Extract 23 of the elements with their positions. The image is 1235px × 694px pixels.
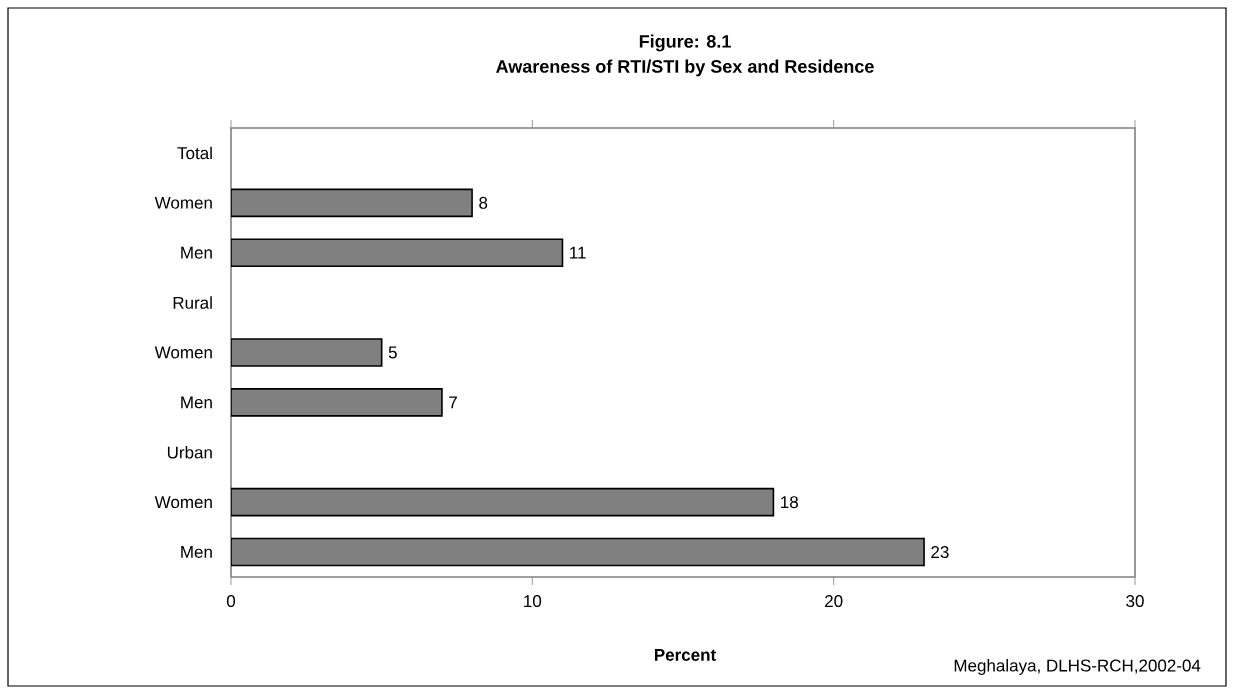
y-tick-label: Men (181, 546, 212, 558)
y-tick-label: Total (177, 146, 212, 160)
y-tick-label: Men (181, 246, 212, 259)
y-tick-label: Men (181, 396, 212, 409)
y-tick-label: Urban (167, 446, 212, 459)
data-label: 8 (479, 196, 488, 209)
x-tick-label: 20 (825, 595, 843, 608)
y-tick-label: Women (154, 496, 212, 509)
data-label: 23 (931, 546, 949, 559)
x-tick-label: 10 (524, 595, 542, 608)
text: Meghalaya, DLHS-RCH,2002-04 (954, 659, 1201, 675)
chart-title: Figure: 8.1 (639, 34, 731, 52)
data-label: 11 (570, 246, 586, 259)
chart-subtitle: Awareness of RTI/STI by Sex and Residence (496, 59, 874, 77)
y-tick-label: Women (154, 346, 212, 359)
x-axis-title: Percent (654, 649, 716, 661)
data-label: 7 (449, 396, 457, 409)
data-label: 5 (388, 346, 397, 359)
x-tick-label: 30 (1126, 595, 1144, 608)
data-label: 18 (781, 496, 798, 509)
y-tick-label: Rural (173, 296, 212, 309)
y-tick-label: Women (154, 196, 212, 209)
x-tick-label: 0 (226, 595, 236, 608)
